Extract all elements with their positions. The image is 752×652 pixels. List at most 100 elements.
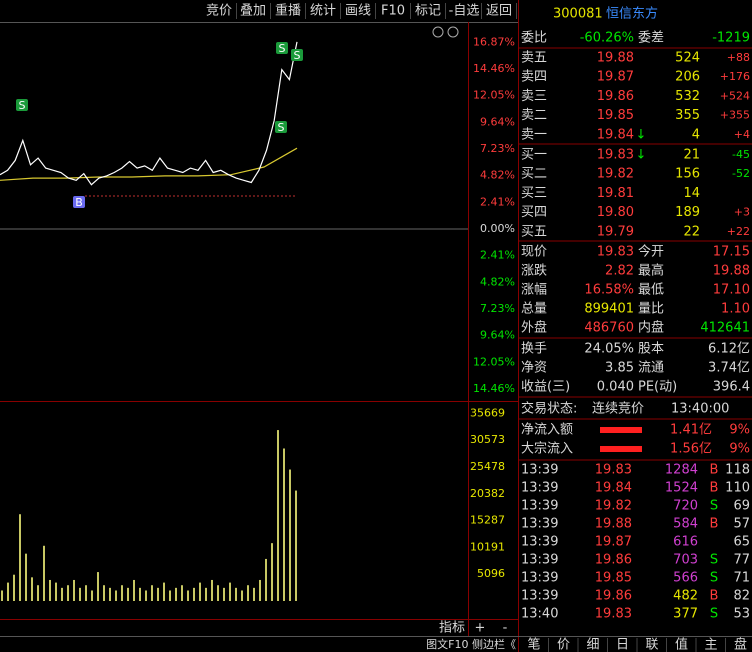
volume-bar <box>1 590 3 601</box>
y-tick-label: 4.82% <box>480 169 515 182</box>
tick-count: 77 <box>733 553 750 568</box>
zoom-icon[interactable] <box>432 26 444 38</box>
toolbar-button[interactable]: 竞价 <box>206 3 232 19</box>
tick-count: 82 <box>733 589 750 604</box>
tick-volume: 566 <box>673 571 698 586</box>
trade-marker: B <box>75 196 83 209</box>
tick-time: 13:39 <box>521 463 558 478</box>
tick-time: 13:40 <box>521 607 558 622</box>
order-volume: 14 <box>683 186 700 201</box>
volume-bar <box>229 582 231 601</box>
label: PE(动) <box>638 380 677 395</box>
toolbar-button[interactable]: 重播 <box>275 3 301 19</box>
label: 最低 <box>638 283 664 298</box>
volume-bar <box>265 558 267 601</box>
value: 0.040 <box>597 380 634 395</box>
tick-time: 13:39 <box>521 571 558 586</box>
tick-time: 13:39 <box>521 481 558 496</box>
tick-side: S <box>710 499 718 514</box>
order-change: -52 <box>732 167 750 180</box>
tick-count: 69 <box>733 499 750 514</box>
label: 涨幅 <box>521 283 547 298</box>
toolbar-button[interactable]: -自选 <box>449 4 480 19</box>
sidebar-toggle[interactable]: 图文F10 侧边栏《 <box>426 637 516 651</box>
value: 16.58% <box>584 283 634 298</box>
value: 412641 <box>700 321 750 336</box>
trade-marker-box <box>16 99 28 111</box>
stock-code: 300081 <box>553 7 603 22</box>
toolbar-button[interactable]: 标记 <box>415 4 441 19</box>
order-price: 19.88 <box>597 51 634 66</box>
toolbar-button[interactable]: 返回 <box>486 4 512 19</box>
volume-bar <box>7 582 9 601</box>
zoom-out-button[interactable]: - <box>503 621 508 636</box>
volume-bar <box>163 582 165 601</box>
zoom-in-button[interactable]: + <box>475 621 486 636</box>
tick-price: 19.88 <box>595 517 632 532</box>
label: 收益(三) <box>521 380 570 395</box>
order-volume: 21 <box>683 148 700 163</box>
label: 量比 <box>638 302 664 317</box>
tick-side: B <box>710 517 719 532</box>
volume-bar <box>133 579 135 601</box>
value: 396.4 <box>713 380 750 395</box>
volume-bar <box>247 585 249 601</box>
label: 涨跌 <box>521 263 547 279</box>
tick-volume: 584 <box>673 517 698 532</box>
tab[interactable]: 主 <box>704 638 717 652</box>
y-tick-label: 14.46% <box>473 382 515 395</box>
label: 最高 <box>638 263 664 279</box>
volume-bar <box>49 579 51 601</box>
volume-bar <box>91 590 93 601</box>
tab[interactable]: 日 <box>616 638 629 652</box>
tick-count: 71 <box>733 571 750 586</box>
order-level: 买四 <box>521 205 547 220</box>
tick-side: S <box>710 607 718 622</box>
tab[interactable]: 价 <box>557 638 570 652</box>
stock-name: 恒信东方 <box>606 6 658 22</box>
tab[interactable]: 笔 <box>527 637 540 652</box>
volume-bar <box>43 545 45 601</box>
value: 17.10 <box>713 283 750 298</box>
volume-tick-label: 25478 <box>470 460 505 473</box>
order-change: +88 <box>727 51 750 64</box>
tick-count: 53 <box>733 607 750 622</box>
tick-side: B <box>710 481 719 496</box>
toolbar-button[interactable]: 统计 <box>310 4 336 19</box>
flow-label: 净流入额 <box>521 423 573 438</box>
order-volume: 4 <box>692 127 700 142</box>
tick-price: 19.86 <box>595 589 632 604</box>
tab[interactable]: 联 <box>645 638 658 652</box>
status-label: 交易状态: <box>521 401 577 417</box>
volume-bar <box>109 587 111 601</box>
order-volume: 189 <box>675 205 700 220</box>
volume-bar <box>199 582 201 601</box>
volume-bar <box>127 587 129 601</box>
value: 899401 <box>584 302 634 317</box>
volume-bar <box>181 585 183 601</box>
label: 外盘 <box>521 320 547 336</box>
tick-volume: 616 <box>673 535 698 550</box>
tab[interactable]: 值 <box>675 637 688 652</box>
volume-bar <box>259 579 261 601</box>
order-volume: 524 <box>675 51 700 66</box>
toolbar-button[interactable]: F10 <box>381 4 405 19</box>
trend-arrow: ↓ <box>636 148 647 163</box>
toolbar-button[interactable]: 画线 <box>345 4 371 19</box>
average-line <box>0 147 298 181</box>
volume-bar <box>79 587 81 601</box>
tab[interactable]: 盘 <box>734 637 747 652</box>
volume-bar <box>295 490 297 601</box>
toolbar-button[interactable]: 叠加 <box>240 4 266 19</box>
indicator-button[interactable]: 指标 <box>439 621 465 636</box>
close-icon[interactable] <box>447 26 459 38</box>
volume-bar <box>55 582 57 601</box>
volume-bar <box>19 514 21 601</box>
volume-tick-label: 35669 <box>470 406 505 419</box>
tick-time: 13:39 <box>521 589 558 604</box>
tab[interactable]: 细 <box>586 638 599 652</box>
tick-count: 65 <box>733 535 750 550</box>
tick-price: 19.85 <box>595 571 632 586</box>
tick-time: 13:39 <box>521 535 558 550</box>
